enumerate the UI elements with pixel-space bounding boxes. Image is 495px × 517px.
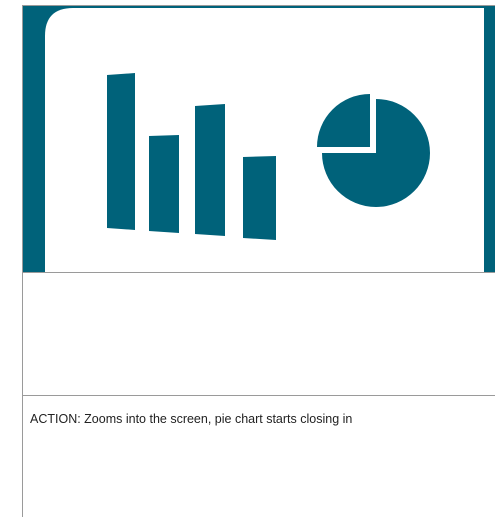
bar-shape <box>243 156 276 240</box>
pie-slice-detached <box>317 94 370 147</box>
pie-icon <box>317 94 430 207</box>
bar-shape <box>107 73 135 230</box>
bar-icons <box>107 73 276 240</box>
pie-slice <box>322 99 430 207</box>
frame-border <box>22 5 495 517</box>
action-text: ACTION: Zooms into the screen, pie chart… <box>30 412 353 426</box>
bar-shape <box>149 135 179 233</box>
bar-shape <box>195 104 225 236</box>
